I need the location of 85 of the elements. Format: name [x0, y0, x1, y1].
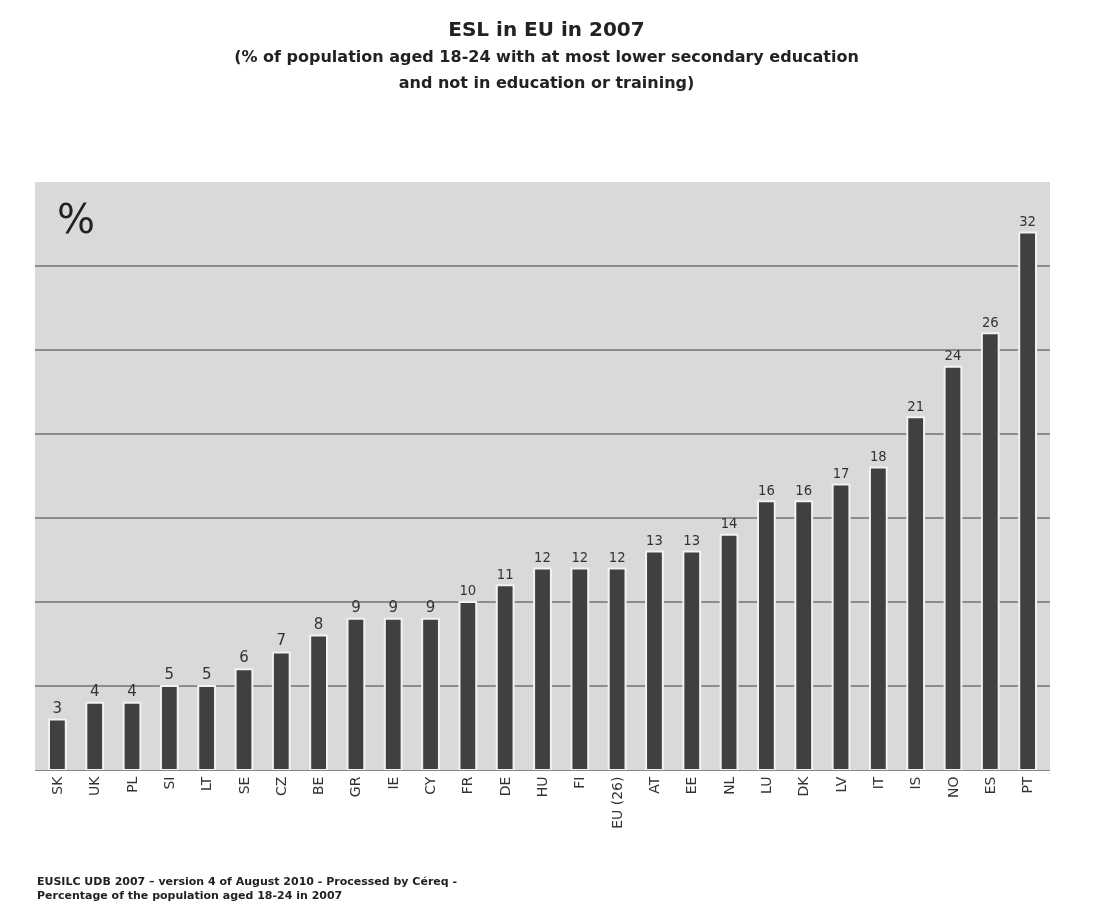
bar: [234, 668, 254, 770]
x-tick-label: DK: [795, 775, 812, 797]
x-tick-label: AT: [646, 776, 662, 794]
bar: [85, 701, 105, 770]
bar: [122, 701, 142, 770]
data-label: 10: [459, 583, 477, 599]
x-tick-label: SI: [160, 776, 177, 790]
bar: [383, 617, 403, 770]
chart-title: ESL in EU in 2007: [448, 17, 645, 42]
data-label: 5: [164, 665, 175, 683]
data-label: 5: [201, 665, 212, 683]
bar: [309, 634, 328, 770]
data-label: 21: [907, 398, 925, 414]
data-label: 12: [608, 549, 626, 565]
x-tick-label: EE: [683, 776, 700, 795]
bar: [682, 550, 702, 770]
x-tick-label: CZ: [272, 776, 289, 796]
data-label: 16: [758, 482, 775, 498]
data-label: 9: [351, 597, 361, 616]
bar: [719, 533, 739, 770]
x-tick-label: PT: [1019, 776, 1036, 794]
data-label: 12: [571, 549, 589, 565]
bar: [868, 466, 888, 770]
x-tick-label: IT: [869, 776, 886, 790]
data-label: 4: [127, 681, 137, 700]
bar: [570, 567, 590, 770]
data-label: 6: [239, 648, 249, 667]
data-label: 9: [388, 597, 399, 616]
bar: [458, 601, 478, 770]
data-label: 24: [944, 348, 962, 364]
data-label: 11: [496, 566, 514, 582]
bar: [1018, 231, 1038, 770]
bar: [980, 332, 1000, 770]
x-tick-label: DE: [496, 776, 513, 797]
chart-subtitle: (% of population aged 18-24 with at most lower secondary education and not in education or training): [234, 47, 859, 93]
bar: [645, 550, 664, 770]
data-label: 7: [276, 631, 287, 650]
x-tick-label: SK: [48, 775, 65, 795]
bar: [533, 567, 552, 770]
x-tick-label: EU (26): [608, 776, 625, 829]
bar: [159, 685, 179, 770]
data-label: 14: [720, 516, 738, 532]
data-label: 17: [832, 465, 850, 481]
x-tick-label: SE: [235, 776, 252, 795]
x-tick-label: IE: [384, 776, 401, 790]
data-label: 16: [795, 482, 813, 498]
data-label: 12: [534, 549, 551, 565]
bar: [906, 416, 926, 770]
bar: [831, 483, 851, 770]
data-label: 9: [425, 597, 436, 616]
bar: [346, 617, 366, 770]
data-label: 3: [52, 698, 63, 717]
data-label: 4: [89, 681, 100, 700]
data-label: 13: [646, 533, 663, 549]
data-label: 8: [313, 614, 324, 633]
bar: [47, 718, 67, 770]
bar: [495, 584, 515, 770]
data-label: 18: [869, 449, 887, 465]
bar: [943, 365, 963, 770]
data-label: 26: [981, 314, 999, 330]
bar: [271, 651, 291, 770]
bar: [757, 500, 776, 770]
data-label: 13: [683, 533, 701, 549]
x-tick-label: NL: [720, 776, 737, 795]
x-tick-label: UK: [86, 775, 103, 797]
x-tick-label: LV: [832, 776, 849, 793]
bar: [421, 617, 440, 770]
x-tick-label: GR: [347, 776, 364, 798]
bar: [197, 685, 217, 770]
bar: [607, 567, 627, 770]
x-tick-label: HU: [534, 776, 551, 798]
annotation: %: [57, 196, 96, 242]
x-tick-label: LT: [198, 776, 215, 792]
x-tick-label: BE: [310, 776, 327, 796]
x-tick-label: ES: [981, 776, 998, 795]
x-tick-label: FR: [459, 776, 476, 795]
x-tick-label: CY: [422, 776, 439, 795]
bar: [794, 500, 814, 770]
x-tick-label: FI: [571, 776, 588, 789]
x-tick-label: IS: [907, 776, 924, 790]
data-label: 32: [1019, 213, 1036, 229]
x-tick-label: NO: [944, 776, 961, 799]
x-tick-label: PL: [123, 776, 140, 793]
text: EUSILC UDB 2007 – version 4 of August 2010 - Processed by Céreq - Percentage of the population aged 18-24 in 2007: [37, 875, 458, 903]
x-tick-label: LU: [757, 776, 774, 794]
